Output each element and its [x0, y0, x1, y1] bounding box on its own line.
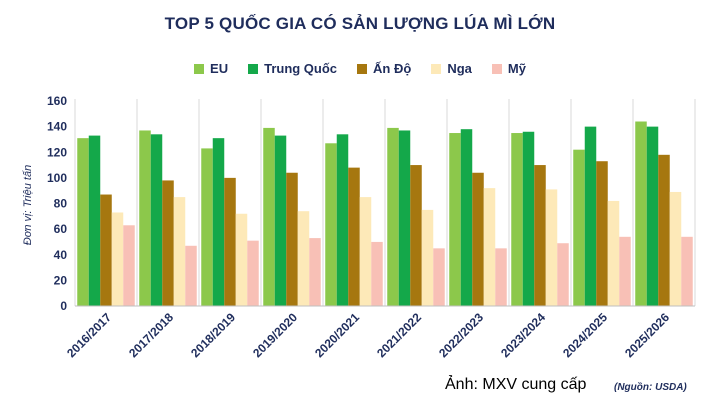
bar-2018/2019-Ấn Độ [224, 177, 236, 306]
bar-2023/2024-Trung Quốc [522, 131, 535, 306]
x-tick-label: 2016/2017 [64, 310, 114, 360]
bar-2025/2026-Trung Quốc [646, 126, 659, 306]
bar-2017/2018-Ấn Độ [162, 180, 174, 306]
bar-2024/2025-Trung Quốc [584, 126, 597, 306]
bar-2017/2018-Nga [173, 197, 186, 306]
bar-2019/2020-EU [263, 127, 275, 306]
legend-label-russia: Nga [447, 61, 472, 76]
bar-2016/2017-Trung Quốc [88, 135, 101, 306]
legend-swatch-eu [194, 63, 205, 74]
y-tick-label: 40 [54, 248, 68, 262]
bar-2018/2019-Mỹ [247, 240, 259, 306]
legend-label-eu: EU [210, 61, 229, 76]
bar-2020/2021-Nga [359, 197, 372, 306]
bar-2023/2024-EU [511, 133, 523, 306]
legend-item-eu: EU [194, 61, 228, 76]
bar-2021/2022-Ấn Độ [410, 165, 422, 306]
bar-2018/2019-Trung Quốc [212, 138, 225, 306]
bar-2020/2021-Trung Quốc [336, 134, 349, 306]
bar-2023/2024-Mỹ [557, 243, 569, 306]
legend-swatch-russia [431, 63, 442, 74]
x-tick-label: 2018/2019 [188, 310, 238, 360]
x-tick-label: 2017/2018 [126, 310, 176, 360]
y-tick-label: 160 [47, 94, 67, 108]
legend-item-china: Trung Quốc [248, 61, 337, 76]
y-tick-label: 120 [47, 145, 67, 159]
bar-2022/2023-Trung Quốc [460, 129, 473, 306]
x-tick-label: 2022/2023 [436, 310, 486, 360]
x-tick-label: 2020/2021 [312, 310, 362, 360]
legend-label-india: Ấn Độ [373, 61, 412, 76]
x-tick-label: 2021/2022 [374, 310, 424, 360]
legend-item-india: Ấn Độ [357, 61, 411, 76]
bar-2025/2026-Ấn Độ [658, 154, 670, 306]
bar-2019/2020-Trung Quốc [274, 135, 287, 306]
y-tick-label: 80 [54, 197, 68, 211]
bar-2022/2023-Mỹ [495, 248, 507, 306]
bar-2022/2023-Nga [483, 188, 496, 306]
bar-2022/2023-EU [449, 133, 461, 306]
bar-2016/2017-EU [77, 138, 89, 306]
legend-item-usa: Mỹ [491, 61, 526, 76]
bar-2021/2022-Nga [421, 209, 434, 306]
bar-2019/2020-Nga [297, 211, 310, 306]
bar-2024/2025-Mỹ [619, 236, 631, 306]
bar-2018/2019-EU [201, 148, 213, 306]
y-tick-label: 20 [54, 273, 68, 287]
bar-2020/2021-Mỹ [371, 241, 383, 306]
bar-2025/2026-Nga [669, 191, 682, 306]
bar-2021/2022-Trung Quốc [398, 130, 411, 306]
y-tick-label: 100 [47, 171, 67, 185]
bar-2016/2017-Mỹ [123, 225, 135, 306]
bar-2025/2026-Mỹ [681, 236, 693, 306]
bar-2016/2017-Ấn Độ [100, 194, 112, 306]
x-tick-label: 2019/2020 [250, 310, 300, 360]
source-note: (Nguồn: USDA) [614, 382, 687, 393]
bar-2025/2026-EU [635, 121, 647, 306]
bar-2020/2021-Ấn Độ [348, 167, 360, 306]
y-tick-label: 60 [54, 222, 68, 236]
legend-label-china: Trung Quốc [264, 61, 338, 76]
bar-2024/2025-Ấn Độ [596, 161, 608, 306]
bar-2024/2025-Nga [607, 200, 620, 306]
bar-2023/2024-Nga [545, 189, 558, 306]
legend-item-russia: Nga [431, 61, 472, 76]
x-tick-label: 2025/2026 [622, 310, 672, 360]
bar-2016/2017-Nga [111, 212, 124, 306]
y-tick-label: 0 [60, 299, 67, 313]
bar-2019/2020-Mỹ [309, 238, 321, 306]
legend-swatch-china [248, 63, 259, 74]
bar-2021/2022-EU [387, 127, 399, 306]
bar-2018/2019-Nga [235, 213, 248, 306]
bar-2017/2018-Trung Quốc [150, 134, 163, 306]
y-tick-label: 140 [47, 120, 67, 134]
legend: EU Trung Quốc Ấn Độ Nga Mỹ [0, 61, 720, 76]
legend-swatch-india [357, 63, 368, 74]
legend-label-usa: Mỹ [507, 61, 526, 76]
bar-2023/2024-Ấn Độ [534, 165, 546, 306]
legend-swatch-usa [491, 63, 502, 74]
bar-2022/2023-Ấn Độ [472, 172, 484, 306]
bar-2017/2018-Mỹ [185, 245, 197, 306]
image-caption: Ảnh: MXV cung cấp [445, 376, 587, 393]
bar-2017/2018-EU [139, 130, 151, 306]
bar-2020/2021-EU [325, 143, 337, 306]
bar-2024/2025-EU [573, 149, 585, 306]
x-tick-label: 2024/2025 [560, 310, 610, 360]
chart-title: TOP 5 QUỐC GIA CÓ SẢN LƯỢNG LÚA MÌ LỚN [164, 14, 556, 33]
bar-2021/2022-Mỹ [433, 248, 445, 306]
bar-2019/2020-Ấn Độ [286, 172, 298, 306]
x-tick-label: 2023/2024 [498, 310, 548, 360]
